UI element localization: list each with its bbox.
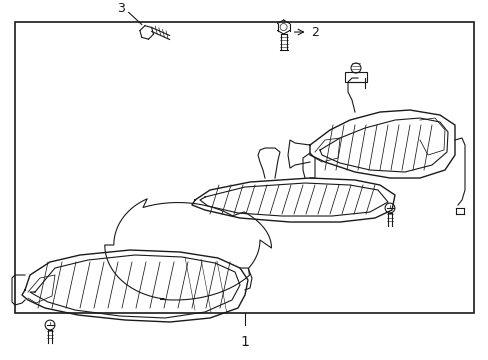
- Text: 3: 3: [117, 2, 124, 15]
- Bar: [15, 22, 473, 313]
- Text: 2: 2: [311, 26, 319, 39]
- Bar: [345, 72, 366, 82]
- Text: 1: 1: [240, 335, 248, 349]
